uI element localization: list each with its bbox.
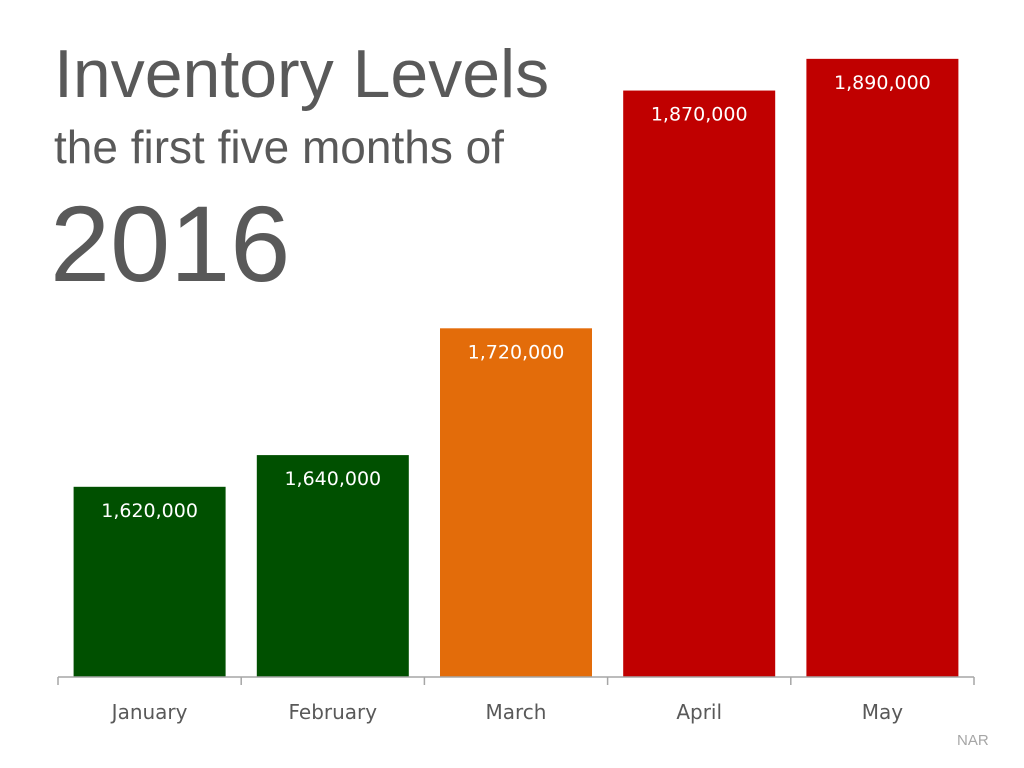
bar-april (623, 90, 776, 678)
x-tick-label: March (486, 700, 547, 724)
source-label: NAR (957, 732, 989, 749)
data-label: 1,620,000 (101, 500, 198, 522)
bar-march (440, 328, 592, 677)
bar-february (256, 455, 409, 677)
data-label: 1,870,000 (651, 104, 748, 126)
chart-year: 2016 (50, 183, 291, 304)
bar-january (73, 486, 226, 677)
x-tick-label: February (288, 700, 377, 724)
data-label: 1,890,000 (834, 72, 931, 94)
bar-may (806, 58, 959, 678)
chart-subtitle: the first five months of (54, 121, 504, 173)
chart-title: Inventory Levels (54, 36, 550, 112)
x-tick-label: April (676, 700, 722, 724)
data-label: 1,640,000 (284, 468, 381, 490)
x-tick-label: January (110, 700, 188, 724)
data-label: 1,720,000 (468, 341, 565, 363)
x-tick-label: May (862, 700, 904, 724)
